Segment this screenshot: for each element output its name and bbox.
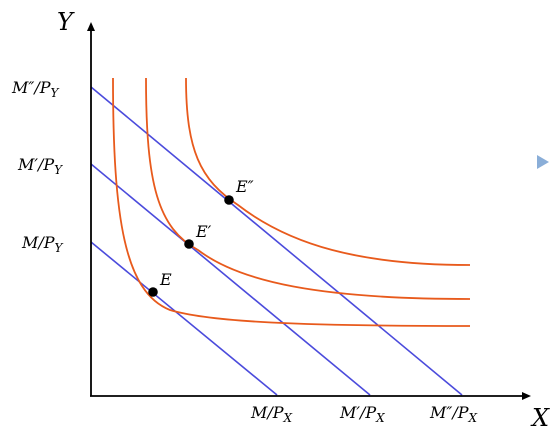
x-axis-name: X — [530, 404, 550, 432]
x-intercept-label-1: M/PX — [250, 403, 293, 425]
x-intercept-label-2: M′/PX — [339, 403, 385, 425]
equilibrium-label-e-double-prime: E″ — [235, 177, 254, 196]
axes: Y X — [57, 8, 550, 432]
equilibrium-label-e-prime: E′ — [195, 222, 212, 241]
y-intercept-label-1: M/PY — [21, 233, 64, 255]
y-intercept-labels: M/PY M′/PY M″/PY — [11, 78, 64, 255]
indifference-curve-1 — [112, 77, 471, 327]
indifference-curve-2 — [145, 77, 471, 300]
budget-line-2 — [90, 163, 371, 396]
play-triangle-icon[interactable] — [537, 155, 549, 169]
equilibrium-points: E E′ E″ — [148, 177, 254, 297]
x-intercept-labels: M/PX M′/PX M″/PX — [250, 403, 478, 425]
equilibrium-point-e — [148, 287, 158, 297]
y-axis-name: Y — [57, 8, 75, 36]
y-intercept-label-3: M″/PY — [11, 78, 60, 100]
indifference-curve-3 — [185, 77, 471, 266]
equilibrium-point-e-double-prime — [224, 195, 234, 205]
y-intercept-label-2: M′/PY — [17, 155, 63, 177]
x-intercept-label-3: M″/PX — [429, 403, 478, 425]
budget-line-3 — [90, 86, 463, 396]
equilibrium-label-e: E — [159, 270, 172, 289]
indifference-curves — [112, 77, 471, 327]
equilibrium-point-e-prime — [184, 239, 194, 249]
budget-lines — [90, 86, 463, 396]
budget-line-1 — [90, 241, 278, 396]
